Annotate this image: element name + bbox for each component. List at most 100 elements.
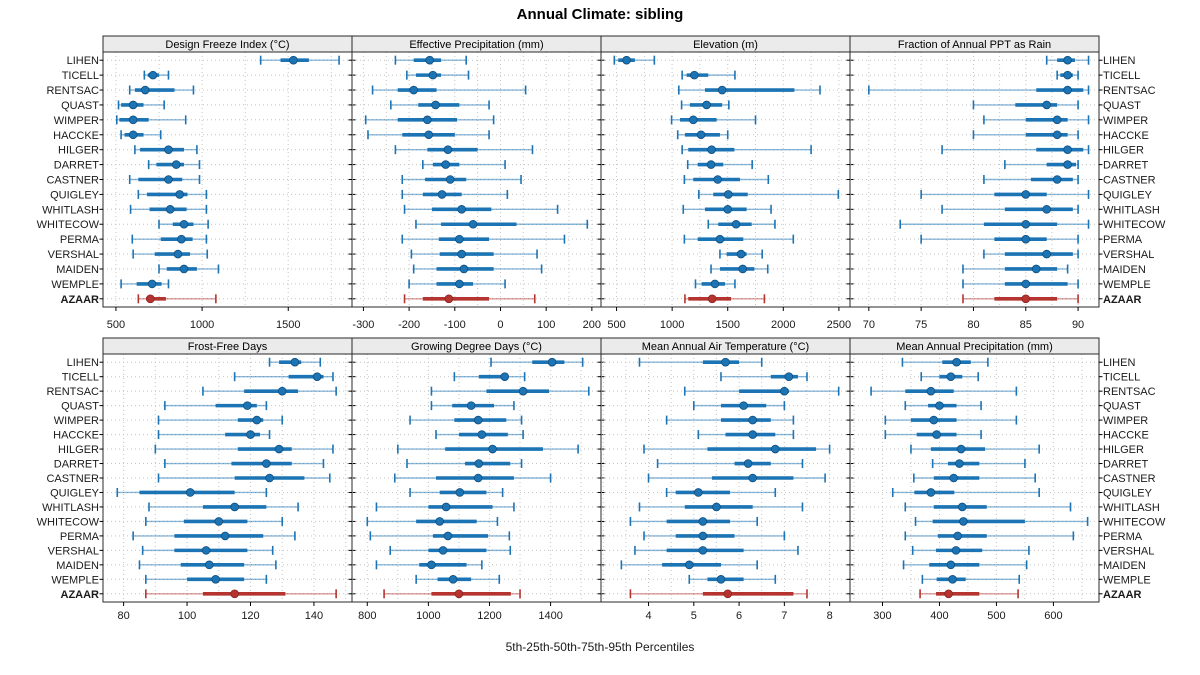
panel-elevation-m: Elevation (m) 500 1000 1500 2000 2500 — [597, 35, 854, 331]
percentile-row-lihen — [613, 55, 656, 65]
percentile-row-whitecow — [707, 219, 776, 229]
percentile-row-quast — [430, 401, 515, 411]
median-dot — [448, 575, 458, 584]
percentile-row-wimper — [665, 415, 795, 425]
station-label-lihen: LIHEN — [1103, 55, 1135, 67]
median-dot — [696, 130, 706, 140]
median-dot — [723, 205, 733, 214]
percentile-row-azaar — [145, 589, 337, 599]
station-label-quast: QUAST — [1103, 100, 1141, 112]
percentile-row-perma — [643, 531, 786, 541]
median-dot — [1052, 130, 1062, 140]
station-label-whitlash: WHITLASH — [1103, 204, 1160, 216]
percentile-row-lihen — [490, 357, 584, 367]
median-dot — [694, 488, 703, 497]
percentile-row-whitlash — [941, 204, 1079, 214]
percentile-row-quigley — [891, 487, 1040, 497]
x-tick-label: -200 — [398, 319, 420, 331]
percentile-row-whitlash — [682, 204, 772, 214]
panel-strip-title: Fraction of Annual PPT as Rain — [898, 39, 1051, 51]
percentile-row-wemple — [145, 574, 268, 584]
median-dot — [932, 430, 941, 439]
median-dot — [164, 175, 173, 184]
x-tick-label: 1500 — [715, 319, 739, 331]
median-dot — [738, 264, 748, 274]
median-dot — [688, 115, 698, 125]
x-tick-label: 400 — [930, 610, 948, 622]
percentile-row-azaar — [383, 589, 521, 599]
percentile-row-wimper — [884, 415, 1018, 425]
median-dot — [173, 249, 183, 259]
panel-strip-title: Mean Annual Air Temperature (°C) — [642, 341, 809, 353]
median-dot — [274, 444, 284, 454]
percentile-row-haccke — [697, 430, 795, 440]
percentile-row-vershal — [911, 545, 1030, 555]
median-dot — [175, 190, 184, 199]
median-dot — [246, 430, 255, 439]
median-dot — [252, 415, 262, 425]
panel-growing-degree-days-c: Growing Degree Days (°C) 800 1000 1200 1400 — [348, 337, 605, 622]
percentile-row-whitecow — [366, 516, 499, 526]
median-dot — [684, 560, 694, 570]
percentile-row-haccke — [157, 430, 271, 440]
median-dot — [165, 205, 175, 214]
percentile-row-ticell — [681, 70, 736, 80]
median-dot — [723, 589, 733, 599]
x-tick-label: 4 — [645, 610, 651, 622]
station-label-maiden: MAIDEN — [1103, 264, 1146, 276]
percentile-row-perma — [683, 234, 795, 244]
x-tick-label: 500 — [987, 610, 1005, 622]
percentile-row-maiden — [620, 560, 758, 570]
median-dot — [431, 100, 440, 110]
median-dot — [784, 372, 794, 381]
median-dot — [706, 160, 716, 169]
median-dot — [243, 401, 252, 410]
median-dot — [474, 459, 484, 468]
panel-mean-annual-precipitation-mm: Mean Annual Precipitation (mm) 300 400 500 6… — [846, 337, 1166, 622]
x-tick-label: 200 — [583, 319, 601, 331]
percentile-row-whitlash — [904, 502, 1072, 512]
median-dot — [500, 372, 510, 381]
station-label-darret: DARRET — [54, 160, 100, 172]
percentile-row-castner — [128, 175, 201, 184]
percentile-row-maiden — [710, 264, 769, 274]
median-dot — [445, 175, 455, 184]
percentile-row-quigley — [665, 487, 777, 497]
median-dot — [953, 531, 962, 541]
station-label-quast: QUAST — [61, 100, 99, 112]
percentile-row-quast — [972, 100, 1079, 110]
median-dot — [955, 459, 964, 468]
panel-frost-free-days: Frost-Free Days 80 100 120 140 LIHEN TICELL REN… — [37, 337, 356, 622]
median-dot — [946, 560, 956, 570]
panel-strip-title: Frost-Free Days — [188, 341, 268, 353]
percentile-row-castner — [683, 175, 770, 184]
median-dot — [424, 130, 434, 140]
median-dot — [290, 357, 300, 367]
panel-strip — [849, 337, 1100, 355]
median-dot — [211, 575, 220, 584]
x-tick-label: 600 — [1044, 610, 1062, 622]
percentile-row-haccke — [884, 430, 982, 440]
median-dot — [1063, 70, 1072, 80]
x-tick-label: 7 — [781, 610, 787, 622]
station-label-vershal: VERSHAL — [48, 545, 99, 557]
percentile-row-maiden — [375, 560, 483, 570]
station-label-azaar: AZAAR — [61, 294, 100, 306]
percentile-row-haccke — [972, 130, 1079, 140]
median-dot — [702, 100, 711, 110]
percentile-row-wemple — [962, 279, 1079, 289]
median-dot — [423, 115, 432, 125]
panel-strip — [849, 35, 1100, 53]
percentile-row-quast — [390, 100, 490, 110]
median-dot — [427, 560, 436, 570]
median-dot — [944, 589, 953, 599]
median-dot — [518, 386, 528, 396]
station-label-wimper: WIMPER — [1103, 115, 1148, 127]
station-label-hilger: HILGER — [1103, 145, 1144, 157]
percentile-row-whitlash — [375, 502, 515, 512]
x-tick-label: 100 — [178, 610, 196, 622]
median-dot — [547, 357, 557, 367]
percentile-row-whitecow — [914, 516, 1089, 526]
percentile-row-haccke — [435, 430, 524, 440]
median-dot — [1042, 205, 1051, 214]
